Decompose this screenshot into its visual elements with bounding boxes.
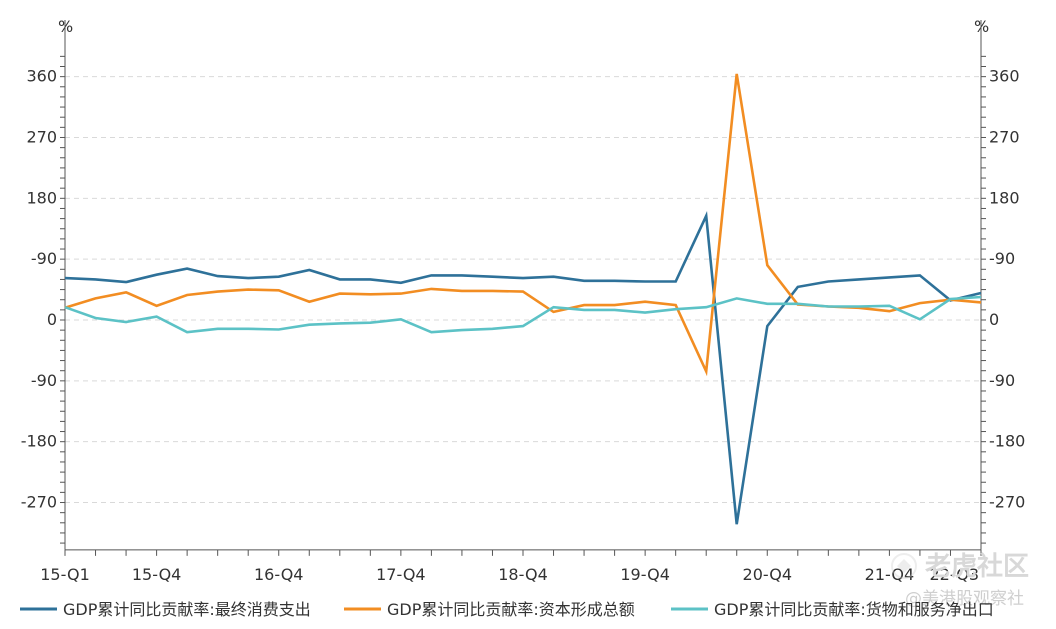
- watermark-logo-icon: [891, 553, 917, 579]
- legend-label-2: GDP累计同比贡献率:资本形成总额: [387, 600, 635, 619]
- y-tick-label-left: 180: [26, 188, 57, 207]
- y-tick-label-right: -270: [989, 493, 1025, 512]
- series-line-1: [64, 211, 982, 525]
- y-tick-label-right: -90: [989, 249, 1015, 268]
- y-tick-label-left: -270: [21, 493, 57, 512]
- y-tick-label-left: 360: [26, 67, 57, 86]
- x-tick-label: 18-Q4: [498, 565, 548, 584]
- legend: GDP累计同比贡献率:最终消费支出 GDP累计同比贡献率:资本形成总额 GDP累计同…: [20, 600, 994, 619]
- x-tick-label: 15-Q1: [40, 565, 90, 584]
- y-tick-label-left: 270: [26, 127, 57, 146]
- y-axis-unit-right: %: [974, 17, 989, 36]
- grid-lines: [65, 76, 981, 504]
- x-tick-label: 20-Q4: [743, 565, 793, 584]
- y-tick-label-right: 270: [989, 127, 1020, 146]
- legend-label-3: GDP累计同比贡献率:货物和服务净出口: [714, 600, 994, 619]
- y-tick-label-left: -180: [21, 432, 57, 451]
- y-axis-unit-left: %: [58, 17, 73, 36]
- x-tick-label: 15-Q4: [132, 565, 182, 584]
- y-tick-label-right: 0: [989, 310, 999, 329]
- x-tick-label: 19-Q4: [620, 565, 670, 584]
- axes: % % -270 -270 -180 -180 -90 -90 0 0 -90 -90 180 180…: [21, 17, 1026, 584]
- y-tick-label-left: 0: [47, 310, 57, 329]
- x-tick-label: 16-Q4: [254, 565, 304, 584]
- y-tick-label-right: -90: [989, 371, 1015, 390]
- watermark: 老虎社区 @美港股观察社: [891, 551, 1029, 609]
- x-tick-label: 17-Q4: [376, 565, 426, 584]
- x-tick-label: 22-Q3: [930, 565, 980, 584]
- x-tick-label: 21-Q4: [865, 565, 915, 584]
- series-line-3: [64, 295, 982, 334]
- y-tick-label-right: 180: [989, 188, 1020, 207]
- series-lines: [64, 73, 982, 525]
- legend-label-1: GDP累计同比贡献率:最终消费支出: [63, 600, 311, 619]
- y-tick-label-right: 360: [989, 67, 1020, 86]
- y-tick-label-left: -90: [31, 371, 57, 390]
- y-tick-label-left: -90: [31, 249, 57, 268]
- watermark-text-main: 老虎社区: [925, 551, 1029, 582]
- watermark-text-sub: @美港股观察社: [905, 589, 1024, 609]
- y-tick-label-right: -180: [989, 432, 1025, 451]
